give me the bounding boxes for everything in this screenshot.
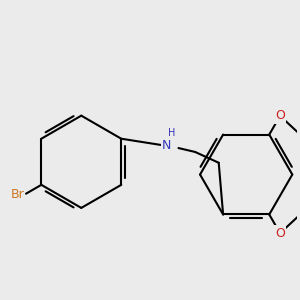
Text: Br: Br bbox=[10, 188, 24, 201]
Text: N: N bbox=[162, 139, 171, 152]
Text: N: N bbox=[162, 139, 171, 152]
Text: H: H bbox=[168, 128, 175, 138]
Text: O: O bbox=[275, 227, 285, 240]
Text: O: O bbox=[275, 110, 285, 122]
